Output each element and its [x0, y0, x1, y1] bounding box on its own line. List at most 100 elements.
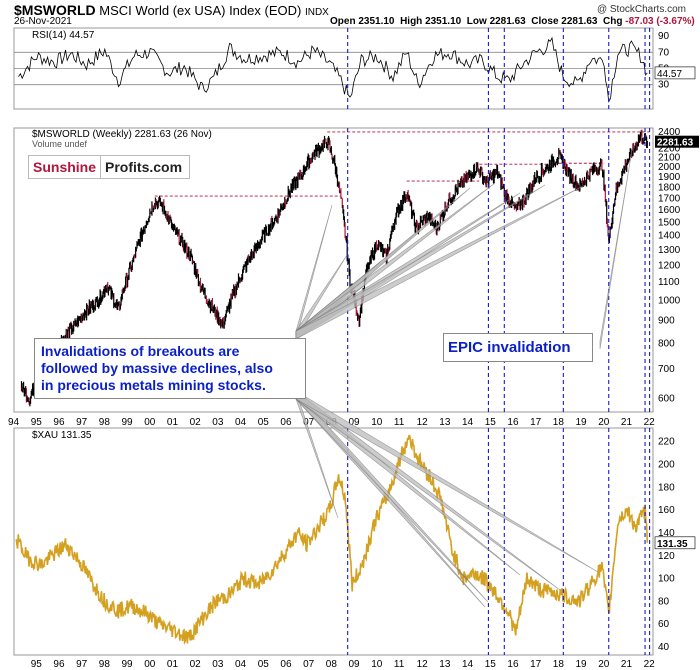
- xau-last-value-box: [654, 536, 696, 550]
- msworld-x-tick-14: 14: [462, 417, 474, 428]
- msworld-x-tick-96: 96: [53, 417, 65, 428]
- msworld-sublegend: Volume undef: [32, 139, 88, 149]
- msworld-x-tick-98: 98: [99, 417, 111, 428]
- msworld-x-tick-02: 02: [190, 417, 202, 428]
- xau-tick-label-60: 60: [658, 619, 670, 630]
- xau-panel-frame: [13, 427, 654, 656]
- xau-x-tick-18: 18: [553, 659, 565, 670]
- msworld-x-tick-01: 01: [167, 417, 179, 428]
- index-name: MSCI World (ex USA) Index (EOD): [99, 3, 302, 18]
- msworld-tick-label-1900: 1900: [658, 172, 681, 183]
- chg-label: Chg: [603, 16, 623, 27]
- xau-x-tick-04: 04: [235, 659, 247, 670]
- xau-x-tick-07: 07: [303, 659, 315, 670]
- msworld-x-tick-04: 04: [235, 417, 247, 428]
- sunshine-profits-logo: Sunshine Profits.com: [28, 155, 190, 179]
- msworld-tick-label-1300: 1300: [658, 245, 681, 256]
- msworld-tick-label-2100: 2100: [658, 153, 681, 164]
- msworld-tick-label-1800: 1800: [658, 182, 681, 193]
- xau-tick-label-100: 100: [658, 574, 675, 585]
- msworld-x-tick-19: 19: [575, 417, 587, 428]
- xau-x-tick-98: 98: [99, 659, 111, 670]
- callout-epic-invalidation: EPIC invalidation: [443, 333, 593, 362]
- callout-invalidations: Invalidations of breakouts are followed …: [34, 338, 306, 399]
- msworld-x-tick-18: 18: [553, 417, 565, 428]
- msworld-last-value-label: 2281.63: [657, 138, 694, 149]
- rsi-tick-label-30: 30: [658, 80, 670, 91]
- msworld-x-tick-12: 12: [417, 417, 429, 428]
- xau-x-tick-01: 01: [167, 659, 179, 670]
- xau-x-tick-17: 17: [530, 659, 542, 670]
- msworld-last-value-box: [655, 135, 699, 148]
- xau-tick-label-140: 140: [658, 528, 675, 539]
- chg-value: -87.03 (-3.67%): [625, 16, 695, 27]
- msworld-tick-label-2000: 2000: [658, 162, 681, 173]
- msworld-x-tick-97: 97: [76, 417, 88, 428]
- xau-legend: $XAU 131.35: [32, 430, 92, 441]
- msworld-x-tick-17: 17: [530, 417, 542, 428]
- xau-x-tick-14: 14: [462, 659, 474, 670]
- msworld-tick-label-1700: 1700: [658, 193, 681, 204]
- low-value: 2281.63: [489, 16, 526, 27]
- xau-x-tick-15: 15: [485, 659, 497, 670]
- xau-tick-label-200: 200: [658, 460, 675, 471]
- msworld-tick-label-1100: 1100: [658, 277, 680, 288]
- msworld-x-tick-20: 20: [598, 417, 610, 428]
- xau-tick-label-40: 40: [658, 642, 670, 653]
- msworld-x-tick-99: 99: [121, 417, 133, 428]
- msworld-x-tick-95: 95: [31, 417, 43, 428]
- msworld-x-tick-13: 13: [439, 417, 451, 428]
- msworld-x-tick-05: 05: [258, 417, 270, 428]
- rsi-tick-label-70: 70: [658, 47, 670, 58]
- xau-x-tick-20: 20: [598, 659, 610, 670]
- open-label: Open: [330, 16, 356, 27]
- msworld-legend: $MSWORLD (Weekly) 2281.63 (26 Nov): [32, 129, 212, 140]
- xau-line: [15, 434, 649, 646]
- callout-right-pointer: [599, 149, 633, 350]
- msworld-tick-label-700: 700: [658, 364, 675, 375]
- xau-x-tick-02: 02: [190, 659, 202, 670]
- msworld-tick-label-1200: 1200: [658, 260, 681, 271]
- msworld-tick-label-2200: 2200: [658, 144, 681, 155]
- rsi-legend: RSI(14) 44.57: [32, 30, 95, 41]
- xau-x-tick-11: 11: [394, 659, 405, 670]
- chart-title: $MSWORLD MSCI World (ex USA) Index (EOD)…: [14, 2, 329, 18]
- xau-x-tick-10: 10: [371, 659, 383, 670]
- high-value: 2351.10: [425, 16, 462, 27]
- xau-x-tick-09: 09: [348, 659, 360, 670]
- xau-tick-label-220: 220: [658, 437, 675, 448]
- xau-x-tick-96: 96: [53, 659, 65, 670]
- symbol: $MSWORLD: [14, 2, 96, 18]
- msworld-price-bars: [20, 129, 648, 407]
- xau-x-tick-97: 97: [76, 659, 88, 670]
- msworld-tick-label-900: 900: [658, 316, 675, 327]
- callout-line-3: in precious metals mining stocks.: [41, 377, 266, 393]
- msworld-x-tick-16: 16: [507, 417, 519, 428]
- msworld-x-tick-15: 15: [485, 417, 497, 428]
- msworld-x-tick-03: 03: [212, 417, 224, 428]
- xau-last-value-label: 131.35: [657, 539, 688, 550]
- msworld-tick-label-1000: 1000: [658, 295, 681, 306]
- rsi-last-value-label: 44.57: [657, 69, 682, 80]
- xau-x-tick-22: 22: [644, 659, 656, 670]
- callout-left-pointer-9: [295, 184, 586, 340]
- msworld-x-tick-10: 10: [371, 417, 383, 428]
- msworld-tick-label-1500: 1500: [658, 217, 681, 228]
- rsi-line: [18, 36, 648, 103]
- xau-x-tick-05: 05: [258, 659, 270, 670]
- ohlc-readout: Open 2351.10 High 2351.10 Low 2281.63 Cl…: [330, 16, 695, 27]
- close-label: Close: [531, 16, 559, 27]
- msworld-tick-label-1400: 1400: [658, 231, 681, 242]
- msworld-x-tick-21: 21: [621, 417, 633, 428]
- xau-x-tick-95: 95: [31, 659, 43, 670]
- chart-date: 26-Nov-2021: [14, 16, 72, 27]
- msworld-tick-label-2400: 2400: [658, 127, 681, 138]
- xau-x-tick-19: 19: [575, 659, 587, 670]
- exchange: INDX: [304, 7, 329, 18]
- msworld-x-tick-22: 22: [644, 417, 656, 428]
- xau-x-tick-12: 12: [417, 659, 429, 670]
- credit-text: @ StockCharts.com: [596, 4, 686, 15]
- msworld-tick-label-1600: 1600: [658, 205, 681, 216]
